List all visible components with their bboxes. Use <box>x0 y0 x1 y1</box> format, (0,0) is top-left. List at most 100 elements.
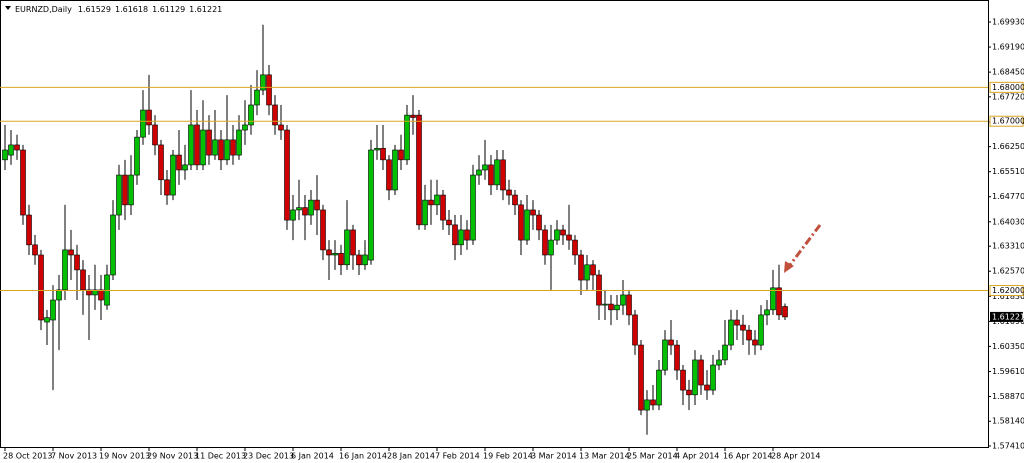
candle-body <box>512 194 518 206</box>
candle-body <box>632 314 638 346</box>
high-value: 1.61618 <box>115 5 148 14</box>
candle-body <box>344 229 350 266</box>
candle-body <box>260 74 266 91</box>
candle-body <box>668 339 674 346</box>
candle-body <box>548 239 554 256</box>
candle-body <box>2 149 8 161</box>
candle-body <box>728 319 734 346</box>
current-price-label: 1.61221 <box>992 312 1024 321</box>
candle-body <box>722 344 728 361</box>
candle-body <box>8 144 14 156</box>
x-tick-label: 7 Nov 2013 <box>51 452 97 461</box>
level-label-box <box>989 285 1024 297</box>
candle-body <box>452 224 458 246</box>
candle-body <box>716 359 722 366</box>
candle-body <box>488 164 494 186</box>
candle-body <box>566 234 572 241</box>
candle-body <box>746 329 752 341</box>
candle-body <box>164 179 170 196</box>
candle-body <box>596 274 602 306</box>
candle-body <box>686 389 692 396</box>
candle-body <box>350 229 356 256</box>
candle-body <box>542 229 548 256</box>
candle-body <box>308 199 314 216</box>
candle-body <box>236 129 242 156</box>
level-label: 1.68000 <box>992 83 1024 92</box>
x-tick-label: 19 Nov 2013 <box>99 452 150 461</box>
candle-body <box>536 214 542 231</box>
open-value: 1.61529 <box>78 5 111 14</box>
menu-triangle[interactable] <box>5 6 11 10</box>
chart-title: EURNZD,Daily <box>15 5 72 14</box>
candle-body <box>530 209 536 216</box>
candle-body <box>152 124 158 146</box>
candle-body <box>710 364 716 391</box>
candle-body <box>206 129 212 156</box>
y-tick-label: 1.64030 <box>992 217 1024 226</box>
candle-body <box>368 149 374 261</box>
candle-body <box>218 139 224 161</box>
candle-body <box>170 154 176 196</box>
candle-body <box>662 339 668 371</box>
candle-body <box>380 148 386 161</box>
candle-body <box>362 254 368 266</box>
y-tick-label: 1.63310 <box>992 242 1024 251</box>
y-tick-label: 1.66250 <box>992 142 1024 151</box>
candle-body <box>650 399 656 406</box>
candle-body <box>56 289 62 301</box>
level-label: 1.62000 <box>992 286 1024 295</box>
candle-body <box>776 287 782 316</box>
x-tick-label: 11 Dec 2013 <box>195 452 246 461</box>
candle-body <box>752 339 758 346</box>
candle-body <box>386 159 392 191</box>
candle-body <box>242 124 248 131</box>
candle-body <box>32 244 38 256</box>
y-tick-label: 1.60350 <box>992 342 1024 351</box>
candle-body <box>44 317 50 323</box>
candle-body <box>446 219 452 226</box>
candle-body <box>584 264 590 281</box>
candle-body <box>200 129 206 166</box>
candle-body <box>320 209 326 251</box>
candle-body <box>104 274 110 306</box>
candle-body <box>230 139 236 156</box>
x-tick-label: 4 Apr 2014 <box>675 452 719 461</box>
candle-body <box>98 289 104 301</box>
x-tick-label: 16 Apr 2014 <box>723 452 772 461</box>
price-box <box>990 311 1023 322</box>
candle-body <box>404 114 410 161</box>
candle-body <box>764 309 770 316</box>
candle-body <box>296 207 302 211</box>
candle-body <box>554 229 560 241</box>
candle-body <box>140 109 146 138</box>
close-value: 1.61221 <box>189 5 222 14</box>
candle-body <box>416 114 422 226</box>
y-tick-label: 1.69190 <box>992 43 1024 52</box>
x-tick-label: 16 Jan 2014 <box>339 452 387 461</box>
candle-body <box>782 306 788 318</box>
y-tick-label: 1.68450 <box>992 68 1024 77</box>
candle-body <box>704 384 710 391</box>
candle-body <box>458 229 464 246</box>
candle-body <box>608 303 614 311</box>
candle-body <box>338 252 344 266</box>
candle-body <box>626 294 632 316</box>
y-tick-label: 1.67720 <box>992 92 1024 101</box>
y-tick-label: 1.64770 <box>992 192 1024 201</box>
candle-body <box>284 129 290 221</box>
candle-body <box>614 304 620 311</box>
candle-body <box>560 229 566 236</box>
candle-body <box>50 299 56 321</box>
candle-body <box>356 254 362 266</box>
candle-body <box>194 124 200 166</box>
candle-body <box>494 159 500 186</box>
y-tick-label: 1.58140 <box>992 417 1024 426</box>
candle-body <box>146 109 152 126</box>
y-tick-label: 1.59610 <box>992 367 1024 376</box>
candle-body <box>428 199 434 206</box>
candle-body <box>602 303 608 306</box>
candle-body <box>698 359 704 386</box>
candle-body <box>188 124 194 166</box>
x-tick-label: 19 Feb 2014 <box>483 452 533 461</box>
candle-body <box>572 239 578 256</box>
